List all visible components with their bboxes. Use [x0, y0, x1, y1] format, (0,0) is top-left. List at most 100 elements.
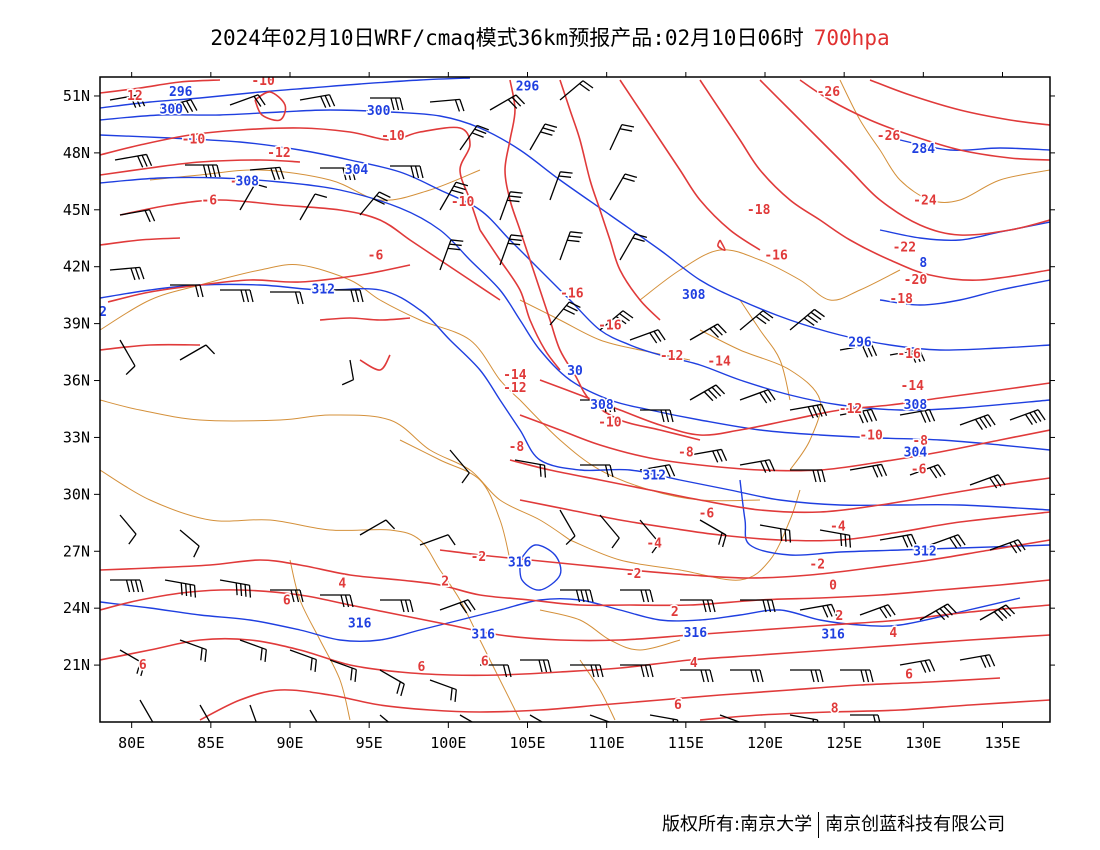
map-title: 2024年02月10日WRF/cmaq模式36km预报产品:02月10日06时 7…: [0, 22, 1100, 52]
temperature-label: -20: [904, 273, 928, 288]
wind-barb: [499, 234, 524, 266]
temperature-contour: [439, 539, 1050, 579]
temperature-label: -10: [451, 195, 475, 210]
copyright-footer: 版权所有:南京大学 南京创蓝科技有限公司: [662, 810, 1005, 838]
temperature-contour: [699, 79, 1050, 281]
wind-barb: [139, 699, 154, 722]
wind-barb: [549, 171, 573, 201]
temperature-contour: [539, 379, 1050, 436]
height-label: 316: [471, 628, 495, 643]
temperature-label: -4: [646, 537, 662, 552]
wind-barb: [320, 594, 354, 608]
temperature-label: -2: [471, 550, 487, 565]
wind-barb: [320, 167, 356, 181]
wind-barb: [330, 289, 364, 303]
wind-barb: [739, 459, 776, 473]
wind-barb: [439, 599, 476, 614]
wind-barb: [879, 533, 918, 548]
wind-barb: [329, 659, 357, 682]
wind-barb: [549, 301, 581, 326]
border-line: [519, 399, 761, 502]
wind-barb: [164, 579, 197, 598]
temperature-label: -22: [893, 241, 916, 256]
temperature-label: -10: [859, 429, 883, 444]
wind-barb: [649, 714, 679, 722]
temperature-label: -2: [809, 558, 825, 573]
height-contour: [519, 544, 562, 591]
wind-barb: [439, 239, 464, 271]
wind-barb: [379, 669, 405, 697]
wind-barb: [439, 181, 469, 211]
wind-barb: [839, 343, 878, 358]
wind-barb: [1009, 409, 1046, 425]
wind-barb: [599, 310, 634, 331]
border-line: [149, 169, 481, 201]
wind-barb: [110, 579, 144, 593]
wind-barb: [609, 173, 638, 201]
wind-barb: [249, 166, 285, 181]
wind-barb: [249, 704, 257, 722]
wind-barb: [680, 669, 714, 683]
height-contour: [100, 176, 1050, 451]
wind-barb: [570, 664, 604, 678]
temperature-contour: [100, 589, 1050, 642]
wind-barb: [580, 399, 616, 413]
border-line: [399, 439, 511, 561]
temperature-contour: [107, 264, 411, 303]
wind-barb: [849, 463, 888, 478]
wind-barb: [840, 669, 874, 683]
temperature-label: 6: [283, 594, 291, 609]
wind-barb: [109, 94, 146, 108]
height-contour: [100, 134, 1050, 411]
temperature-label: -8: [678, 446, 694, 461]
map-frame: [99, 76, 1051, 723]
border-line: [100, 399, 571, 541]
height-label: 308: [590, 398, 614, 413]
wind-barb: [919, 603, 957, 621]
wind-barb: [599, 514, 620, 549]
copyright-owner: 版权所有:南京大学: [662, 814, 813, 835]
temperature-label: -8: [230, 174, 246, 189]
wind-barb: [969, 474, 1006, 489]
wind-barb: [299, 94, 336, 108]
temperature-label: -14: [901, 379, 925, 394]
temperature-label: -12: [660, 349, 683, 364]
temperature-contour: [359, 354, 391, 371]
temperature-contour: [799, 79, 1050, 161]
wind-barb: [379, 714, 390, 722]
border-line: [739, 299, 791, 401]
wind-barb: [730, 669, 764, 683]
y-tick-label: 33N: [63, 428, 90, 446]
wind-barb: [359, 519, 396, 536]
height-label: 300: [160, 102, 184, 117]
wind-barb: [689, 448, 728, 463]
height-label: 316: [821, 628, 845, 643]
temperature-label: -10: [381, 129, 405, 144]
wind-barb: [529, 714, 544, 722]
wind-barb: [790, 469, 826, 483]
temperature-label: -6: [699, 506, 715, 521]
wind-barb: [689, 323, 727, 341]
wind-barb: [819, 529, 852, 548]
height-label: 316: [684, 626, 708, 641]
temperature-label: 6: [139, 658, 147, 673]
height-label: 312: [913, 544, 936, 559]
x-tick-label: 125E: [826, 734, 862, 752]
temperature-label: -16: [897, 347, 921, 362]
y-tick-label: 45N: [63, 201, 90, 219]
temperature-label: -6: [201, 193, 217, 208]
temperature-contour: [869, 79, 1050, 126]
temperature-contour: [509, 459, 1050, 514]
temperature-contour: [519, 414, 1050, 472]
temperature-label: 6: [481, 654, 489, 669]
temperature-label: 6: [905, 668, 913, 683]
temperature-label: 0: [829, 578, 837, 593]
wind-barb: [739, 389, 776, 404]
border-line: [579, 659, 616, 721]
temperature-label: -14: [707, 355, 731, 370]
wind-barb: [859, 604, 896, 619]
temperature-contour: [479, 229, 561, 371]
temperature-contour: [619, 79, 761, 251]
wind-barb: [179, 529, 200, 558]
temperature-contour: [699, 699, 1050, 721]
